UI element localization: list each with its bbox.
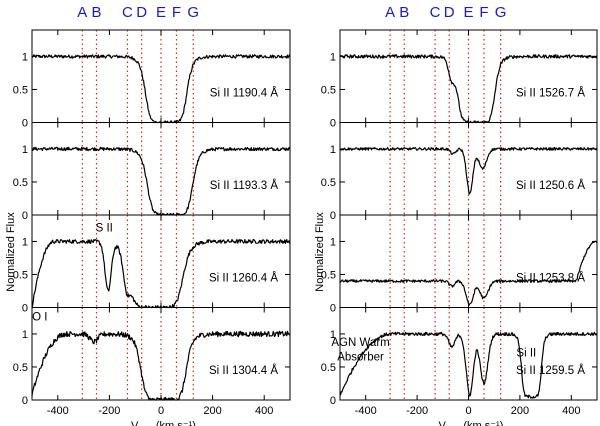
line-label: Si II 1253.8 Å [516,272,585,285]
spectrum-line [339,147,598,195]
y-tick-label: 0 [22,210,28,222]
panel-2-1: 0 0.5 1 Si II 1526.7 Å [321,29,598,130]
y-tick-label: 1 [330,51,336,63]
y-tick-label: 0 [330,118,336,130]
panel-2-4: 0 0.5 1 Si II 1259.5 Å AGN Warm Absorber Si II [321,307,598,407]
y-tick-label: 1 [22,144,28,156]
component-label-d: D [444,4,455,21]
line-label: Si II 1259.5 Å [516,364,585,377]
x-axis-titles: -400 -200 0 200 400 V LSR (km s⁻¹) -400 -200 0 20… [47,405,581,426]
component-label-g: G [495,4,507,21]
component-label-d: D [136,4,147,21]
component-label-c: C [122,4,133,21]
component-label-b: B [399,4,409,21]
y-tick-label: 0.5 [321,177,336,189]
y-tick-label: 1 [330,144,336,156]
panel-frame [31,307,291,401]
x-tick-label: 400 [255,405,273,417]
y-tick-label: 0.5 [13,177,28,189]
panel-1-2: 0 0.5 1 Si II 1193.3 Å [13,122,291,222]
y-tick-label: 1 [22,51,28,63]
component-label-e: E [463,4,473,21]
y-tick-label: 0 [22,395,28,407]
y-tick-label: 0.5 [321,84,336,96]
x-axis-title: V LSR (km s⁻¹) [131,420,196,426]
y-tick-label: 1 [22,329,28,341]
annotation: Absorber [337,351,384,363]
x-tick-label: -400 [355,405,377,417]
component-label-b: B [91,4,101,21]
line-label: Si II 1304.4 Å [209,364,278,377]
y-tick-label: 0 [22,118,28,130]
panel-2-3: 0 0.5 1 Si II 1253.8 Å [321,214,598,315]
y-tick-label: 0 [22,303,28,315]
annotation: Si II [516,347,536,359]
panel-2-2: 0 0.5 1 Si II 1250.6 Å [321,122,598,222]
y-axis-title-left: Normalized Flux [5,212,17,292]
component-label-g: G [187,4,199,21]
annotation: O I [32,312,47,324]
y-tick-label: 0 [330,303,336,315]
annotation: AGN Warm [331,337,389,349]
line-label: Si II 1190.4 Å [210,87,279,100]
y-tick-label: 0 [330,210,336,222]
panel-1-3: 0 0.5 1 Si II 1260.4 Å S II [13,214,291,315]
component-label-c: C [430,4,441,21]
y-tick-label: 1 [330,236,336,248]
y-tick-label: 0.5 [13,84,28,96]
component-label-f: F [172,4,181,21]
annotation: S II [96,223,113,235]
x-axis-title: V LSR (km s⁻¹) [439,420,504,426]
y-tick-label: 0.5 [321,269,336,281]
y-tick-label: 0.5 [13,269,28,281]
panel-frame [339,307,598,401]
x-tick-label: -200 [406,405,428,417]
spectrum-line [339,331,598,399]
component-label-e: E [156,4,166,21]
line-label: Si II 1260.4 Å [209,272,278,285]
line-label: Si II 1250.6 Å [516,179,585,192]
y-tick-label: 1 [22,236,28,248]
line-label: Si II 1526.7 Å [516,87,585,100]
panel-1-1: 0 0.5 1 Si II 1190.4 Å [13,29,291,130]
y-tick-label: 1 [330,329,336,341]
y-tick-label: 0.5 [321,362,336,374]
x-tick-label: 200 [203,405,221,417]
x-tick-label: -200 [98,405,120,417]
panel-1-4: 0 0.5 1 Si II 1304.4 Å O I [13,307,291,407]
x-tick-label: 200 [511,405,529,417]
y-tick-label: 0.5 [13,362,28,374]
component-label-f: F [479,4,488,21]
y-axis-title-right: Normalized Flux [314,212,326,292]
y-tick-label: 0 [330,395,336,407]
x-tick-label: 400 [562,405,580,417]
line-label: Si II 1193.3 Å [210,179,279,192]
component-label-a: A [77,4,87,21]
component-label-a: A [385,4,395,21]
x-tick-label: 0 [158,405,164,417]
x-tick-label: -400 [47,405,69,417]
x-tick-label: 0 [465,405,471,417]
